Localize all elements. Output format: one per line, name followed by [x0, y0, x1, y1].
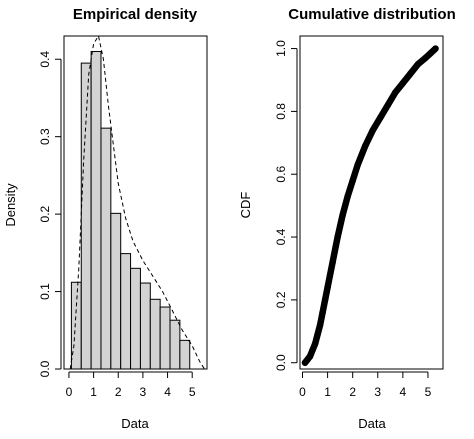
- cdf-point-trail: [301, 45, 439, 366]
- cdf-x-axis: 0 1 2 3 4 5: [299, 371, 432, 399]
- density-x-label: Data: [121, 416, 149, 431]
- cdf-y-tick-label: 0.2: [274, 291, 288, 308]
- density-y-tick-label: 0.4: [38, 51, 52, 68]
- histogram-bar: [179, 339, 191, 370]
- cdf-title: Cumulative distribution: [288, 6, 456, 23]
- density-curve: [69, 34, 205, 370]
- histogram-bar: [130, 267, 141, 370]
- cdf-x-tick-label: 4: [400, 385, 407, 399]
- density-title: Empirical density: [73, 6, 198, 23]
- density-x-tick-label: 4: [164, 385, 171, 399]
- histogram-bar: [110, 212, 122, 370]
- density-y-axis: 0.0 0.1 0.2 0.3 0.4: [38, 51, 62, 377]
- cdf-y-axis: 0.0 0.2 0.4 0.6 0.8 1.0: [274, 40, 298, 371]
- cdf-y-tick-label: 0.6: [274, 166, 288, 183]
- density-x-axis: 0 1 2 3 4 5: [66, 371, 196, 399]
- density-bars: [70, 50, 191, 370]
- cdf-panel: Cumulative distribution 0 1 2 3 4 5 0.0 0.2 0.4…: [238, 6, 456, 431]
- density-y-tick-label: 0.0: [38, 360, 52, 377]
- density-y-tick-label: 0.2: [38, 205, 52, 222]
- density-y-tick-label: 0.1: [38, 283, 52, 300]
- cdf-points: [301, 45, 439, 366]
- cdf-y-tick-label: 0.4: [274, 228, 288, 245]
- density-y-label: Density: [3, 183, 18, 227]
- histogram-bar: [100, 127, 112, 370]
- histogram-bar: [120, 253, 132, 370]
- cdf-x-tick-label: 5: [425, 385, 432, 399]
- cdf-x-tick-label: 2: [349, 385, 356, 399]
- histogram-bar: [149, 298, 161, 370]
- cdf-y-tick-label: 0.0: [274, 354, 288, 371]
- density-panel: Empirical density 0 1 2 3 4 5 0.0 0.1 0.2 0.3 0.4…: [3, 6, 208, 431]
- density-x-tick-label: 2: [115, 385, 122, 399]
- cdf-x-label: Data: [358, 416, 386, 431]
- cdf-x-tick-label: 3: [374, 385, 381, 399]
- histogram-bar: [70, 281, 82, 370]
- cdf-y-tick-label: 1.0: [274, 40, 288, 57]
- cdf-y-tick-label: 0.8: [274, 103, 288, 120]
- cdf-y-label: CDF: [238, 192, 253, 219]
- histogram-bar: [139, 282, 151, 370]
- density-x-tick-label: 3: [140, 385, 147, 399]
- density-y-tick-label: 0.3: [38, 128, 52, 145]
- density-x-tick-label: 0: [66, 385, 73, 399]
- cdf-x-tick-label: 0: [299, 385, 306, 399]
- histogram-bar: [90, 50, 102, 370]
- density-x-tick-label: 5: [189, 385, 196, 399]
- density-x-tick-label: 1: [90, 385, 97, 399]
- histogram-bar: [169, 319, 181, 370]
- histogram-bar: [159, 306, 171, 370]
- cdf-x-tick-label: 1: [324, 385, 331, 399]
- cdf-plot-frame: [299, 35, 444, 370]
